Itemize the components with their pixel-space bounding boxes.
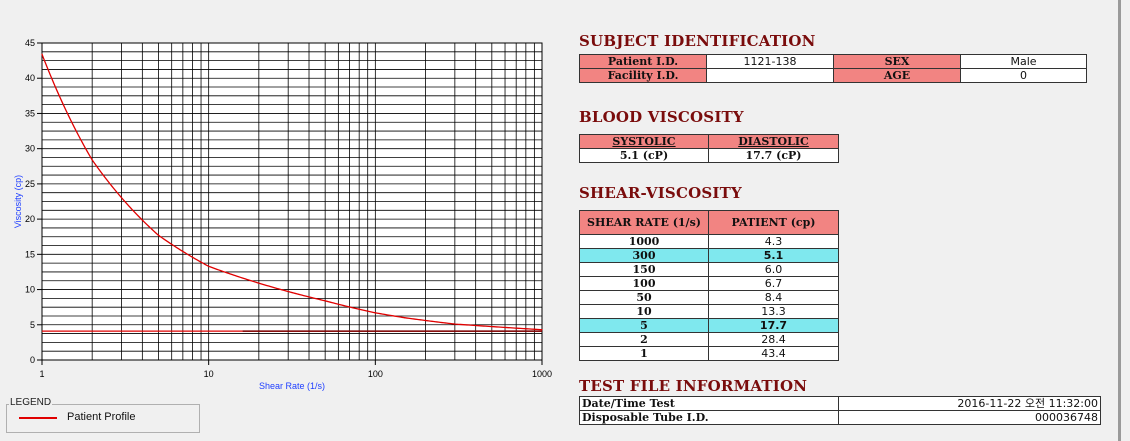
table-row: 150 6.0	[579, 262, 839, 277]
x-tick-label: 100	[368, 369, 383, 379]
y-tick-label: 30	[25, 144, 35, 154]
blood-viscosity-table: SYSTOLIC DIASTOLIC 5.1 (cP) 17.7 (cP)	[579, 134, 839, 163]
table-row: 1 43.4	[579, 346, 839, 361]
datetime-label: Date/Time Test	[579, 396, 839, 411]
y-tick-label: 0	[30, 355, 35, 365]
shear-rate-cell: 300	[579, 248, 709, 263]
subject-section-title: SUBJECT IDENTIFICATION	[579, 32, 816, 50]
systolic-value: 5.1 (cP)	[579, 148, 709, 163]
age-label: AGE	[833, 68, 961, 83]
legend-title: LEGEND	[9, 397, 53, 408]
y-tick-label: 40	[25, 73, 35, 83]
facility-id-value	[706, 68, 834, 83]
shear-viscosity-table: SHEAR RATE (1/s) PATIENT (cp) 1000 4.3 3…	[579, 210, 839, 361]
age-value: 0	[960, 68, 1087, 83]
chart-grid	[42, 43, 542, 360]
viscosity-chart: 0 5 10 15 20 25 30 35 40 45 1 10 100 1000 Shear Rate …	[13, 38, 552, 391]
patient-id-label: Patient I.D.	[579, 54, 707, 69]
data-point	[91, 159, 93, 161]
data-point	[157, 234, 160, 236]
legend: LEGEND Patient Profile	[6, 397, 200, 433]
shear-rate-cell: 5	[579, 318, 709, 333]
blood-section-title: BLOOD VISCOSITY	[579, 108, 744, 126]
table-row: 1000 4.3	[579, 234, 839, 249]
y-tick-label: 45	[25, 38, 35, 48]
y-tick-label: 25	[25, 179, 35, 189]
shear-rate-cell: 50	[579, 290, 709, 305]
testfile-section-title: TEST FILE INFORMATION	[579, 377, 808, 395]
patient-value-cell: 13.3	[708, 304, 839, 319]
legend-item-label: Patient Profile	[67, 411, 136, 423]
table-row-highlight: 300 5.1	[579, 248, 839, 263]
patient-value-cell: 17.7	[708, 318, 839, 333]
y-axis-label: Viscosity (cp)	[13, 175, 23, 228]
table-row: 50 8.4	[579, 290, 839, 305]
diastolic-label: DIASTOLIC	[708, 134, 839, 149]
table-row: 2 28.4	[579, 332, 839, 347]
shear-rate-cell: 1	[579, 346, 709, 361]
window-top-strip	[0, 0, 1118, 12]
patient-value-cell: 6.0	[708, 262, 839, 277]
patient-cp-header: PATIENT (cp)	[708, 210, 839, 235]
patient-value-cell: 6.7	[708, 276, 839, 291]
y-tick-label: 5	[30, 320, 35, 330]
patient-id-value: 1121-138	[706, 54, 834, 69]
y-tick-label: 15	[25, 249, 35, 259]
x-tick-label: 10	[204, 369, 214, 379]
x-axis-label: Shear Rate (1/s)	[259, 381, 325, 391]
patient-value-cell: 5.1	[708, 248, 839, 263]
systolic-label: SYSTOLIC	[579, 134, 709, 149]
data-point	[208, 265, 210, 267]
data-point	[324, 300, 326, 302]
window-right-border	[1118, 0, 1121, 441]
datetime-value: 2016-11-22 오전 11:32:00	[838, 396, 1101, 411]
patient-value-cell: 4.3	[708, 234, 839, 249]
diastolic-value: 17.7 (cP)	[708, 148, 839, 163]
x-tick-label: 1000	[532, 369, 552, 379]
test-file-table: Date/Time Test 2016-11-22 오전 11:32:00 Di…	[579, 396, 1101, 425]
y-tick-label: 10	[25, 285, 35, 295]
shear-rate-cell: 150	[579, 262, 709, 277]
patient-value-cell: 43.4	[708, 346, 839, 361]
shear-section-title: SHEAR-VISCOSITY	[579, 184, 742, 202]
table-row: 100 6.7	[579, 276, 839, 291]
shear-rate-header: SHEAR RATE (1/s)	[579, 210, 709, 235]
shear-rate-cell: 1000	[579, 234, 709, 249]
sex-value: Male	[960, 54, 1087, 69]
x-tick-label: 1	[39, 369, 44, 379]
shear-rate-cell: 2	[579, 332, 709, 347]
table-row-highlight: 5 17.7	[579, 318, 839, 333]
chart-ticks: 0 5 10 15 20 25 30 35 40 45 1 10 100 1000	[25, 38, 552, 379]
shear-rate-cell: 10	[579, 304, 709, 319]
data-point	[404, 317, 406, 319]
tube-id-label: Disposable Tube I.D.	[579, 410, 839, 425]
shear-rate-cell: 100	[579, 276, 709, 291]
subject-table: Patient I.D. 1121-138 SEX Male Facility …	[579, 54, 1087, 83]
patient-value-cell: 28.4	[708, 332, 839, 347]
series-line-patient-profile	[41, 54, 543, 331]
table-row: 10 13.3	[579, 304, 839, 319]
data-point	[454, 323, 456, 325]
tube-id-value: 000036748	[838, 410, 1101, 425]
y-tick-label: 20	[25, 214, 35, 224]
patient-value-cell: 8.4	[708, 290, 839, 305]
sex-label: SEX	[833, 54, 961, 69]
legend-swatch	[19, 417, 57, 419]
data-point	[41, 53, 43, 55]
y-tick-label: 35	[25, 108, 35, 118]
chart-curve-layer	[41, 53, 543, 332]
data-point	[541, 329, 543, 331]
facility-id-label: Facility I.D.	[579, 68, 707, 83]
data-point	[374, 312, 376, 314]
